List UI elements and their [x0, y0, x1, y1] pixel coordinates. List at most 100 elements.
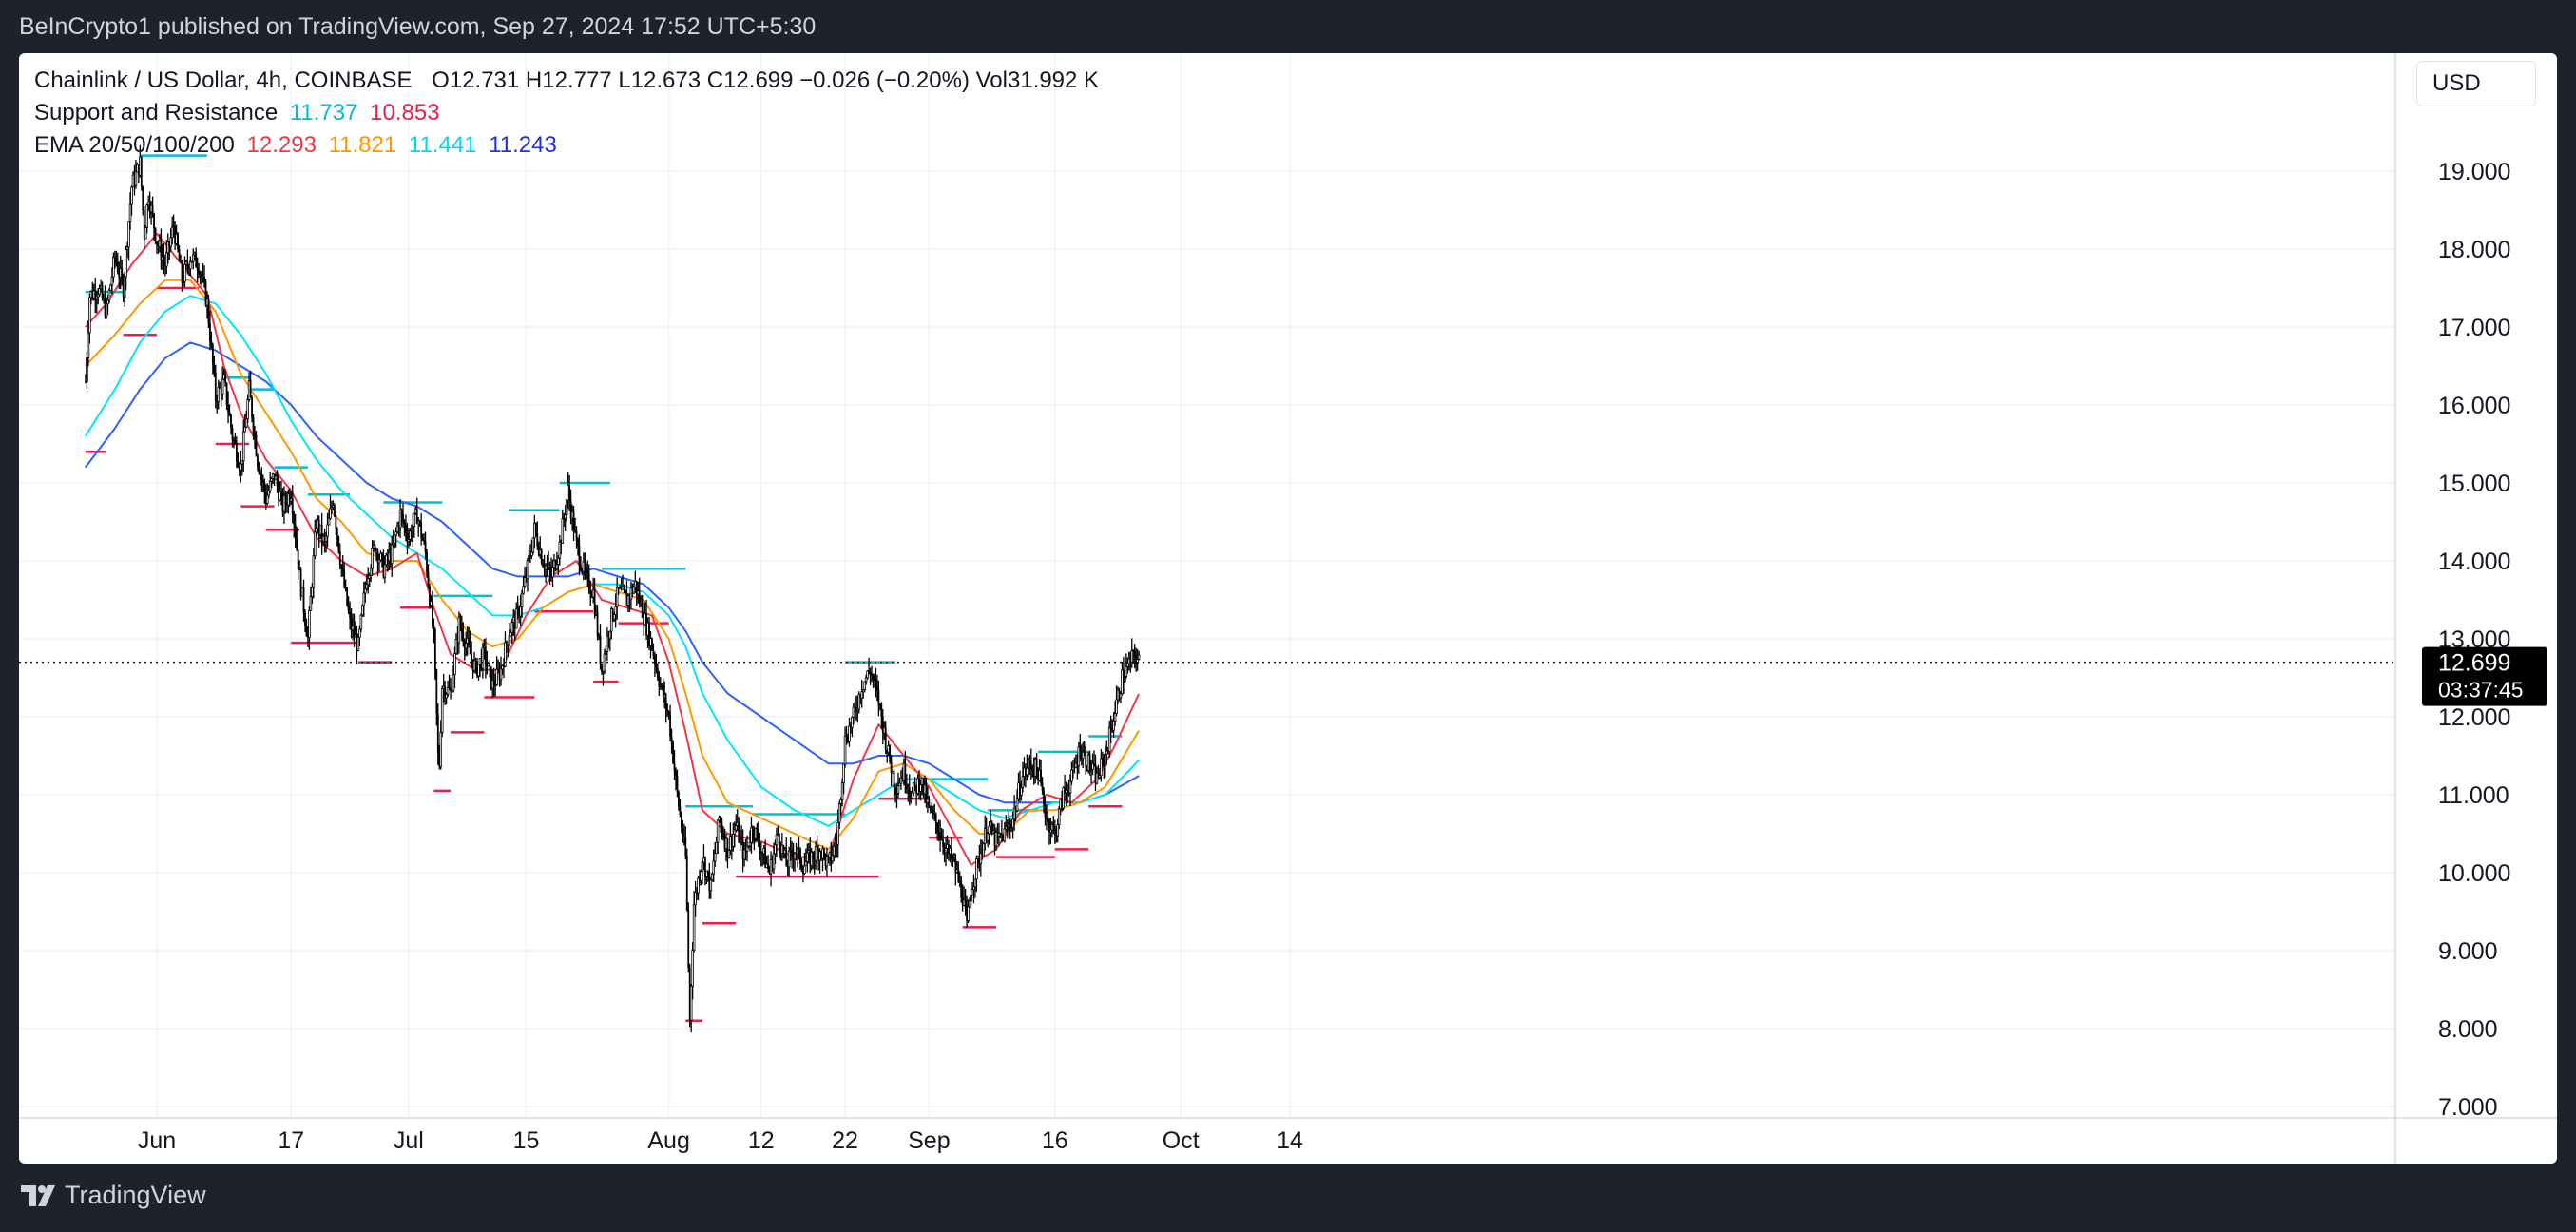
- candle: [654, 651, 656, 677]
- ema100-line[interactable]: [85, 295, 1140, 827]
- candle: [297, 549, 299, 580]
- candle: [803, 852, 806, 876]
- candle: [869, 667, 872, 685]
- legend-ema-row[interactable]: EMA 20/50/100/200 12.293 11.821 11.441 1…: [34, 129, 1099, 162]
- candle: [676, 769, 679, 798]
- candle: [186, 249, 189, 275]
- candle: [160, 228, 163, 270]
- candle: [970, 889, 972, 909]
- candle: [337, 535, 340, 554]
- candle: [625, 589, 626, 594]
- candle: [679, 799, 682, 818]
- candle: [1076, 753, 1079, 780]
- candle: [986, 832, 990, 848]
- time-axis[interactable]: Jun 17 Jul 15 Aug 12 22 Sep 16 Oct 14: [138, 1127, 1303, 1154]
- candle: [1005, 815, 1008, 833]
- candle: [666, 703, 669, 718]
- candle: [444, 681, 447, 706]
- candle: [260, 469, 261, 486]
- candle: [836, 809, 840, 858]
- candle: [534, 522, 537, 537]
- chart-panel[interactable]: 7.000 8.000 9.000 10.000 11.000 12.000 13.000 1…: [19, 53, 2557, 1164]
- candle: [334, 503, 336, 518]
- candle: [381, 552, 383, 568]
- candle: [656, 663, 659, 681]
- candle: [257, 453, 259, 472]
- candle: [904, 750, 907, 794]
- price-axis[interactable]: 7.0008.0009.00010.00011.00012.00013.0001…: [2438, 159, 2510, 1121]
- legend-sr-row[interactable]: Support and Resistance 11.737 10.853: [34, 97, 1099, 129]
- candle: [474, 657, 477, 674]
- candle: [934, 812, 937, 834]
- candle: [1067, 783, 1068, 804]
- candle: [942, 829, 944, 855]
- ema50-line[interactable]: [85, 279, 1140, 851]
- candle: [410, 524, 413, 542]
- candle: [575, 526, 578, 549]
- ema50-value: 11.821: [328, 132, 397, 158]
- candle: [1032, 757, 1035, 785]
- candle: [518, 605, 521, 624]
- candle: [520, 589, 524, 619]
- candle: [943, 842, 946, 863]
- candle: [356, 626, 358, 664]
- candle: [607, 631, 610, 649]
- candle: [189, 256, 192, 277]
- price-chart[interactable]: 7.0008.0009.00010.00011.00012.00013.0001…: [19, 53, 2557, 1164]
- price-tick-label: 12.000: [2438, 704, 2510, 731]
- ohlc-values: O12.731 H12.777 L12.673 C12.699 −0.026 (…: [432, 67, 1100, 93]
- candle: [273, 473, 276, 486]
- candle: [153, 212, 155, 241]
- candle: [1015, 789, 1019, 813]
- candle: [843, 726, 847, 768]
- candle: [705, 870, 708, 885]
- candle: [230, 414, 232, 435]
- candlesticks[interactable]: [85, 144, 1141, 1033]
- candle: [252, 414, 255, 440]
- candle: [957, 861, 960, 883]
- candle: [933, 803, 936, 821]
- ema200-line[interactable]: [85, 341, 1140, 804]
- currency-button[interactable]: USD: [2416, 61, 2536, 106]
- candle: [358, 625, 361, 647]
- candle: [910, 790, 913, 804]
- candle: [278, 474, 279, 507]
- ema20-line[interactable]: [85, 232, 1141, 866]
- candle: [764, 839, 767, 869]
- candle: [1100, 749, 1103, 782]
- candle: [338, 543, 341, 570]
- candle: [771, 855, 774, 872]
- candle: [299, 567, 302, 601]
- candle: [416, 516, 420, 537]
- candle: [825, 847, 829, 878]
- candle: [87, 319, 90, 367]
- candle: [1130, 638, 1134, 668]
- candle: [1136, 648, 1139, 671]
- candle: [476, 658, 478, 679]
- candle: [346, 587, 349, 607]
- candle: [823, 847, 825, 861]
- candle: [590, 589, 593, 599]
- candle: [1040, 759, 1042, 787]
- candle: [472, 651, 476, 674]
- candle: [643, 611, 645, 636]
- candle: [631, 583, 634, 598]
- candle: [201, 271, 202, 287]
- candle: [203, 265, 205, 288]
- candle: [692, 891, 696, 953]
- candle: [456, 626, 459, 655]
- candle: [413, 512, 416, 539]
- candle: [88, 293, 91, 344]
- candle: [238, 462, 240, 476]
- symbol-title[interactable]: Chainlink / US Dollar, 4h, COINBASE: [34, 67, 413, 93]
- candle: [1133, 644, 1136, 669]
- candle: [1109, 715, 1112, 743]
- candle: [326, 512, 329, 548]
- candle: [893, 769, 895, 799]
- candle: [1077, 741, 1081, 774]
- candle: [546, 554, 548, 577]
- footer-brand[interactable]: TradingView: [19, 1181, 206, 1210]
- candle: [561, 509, 565, 544]
- candle: [1107, 720, 1111, 759]
- time-tick-label: Aug: [647, 1127, 689, 1154]
